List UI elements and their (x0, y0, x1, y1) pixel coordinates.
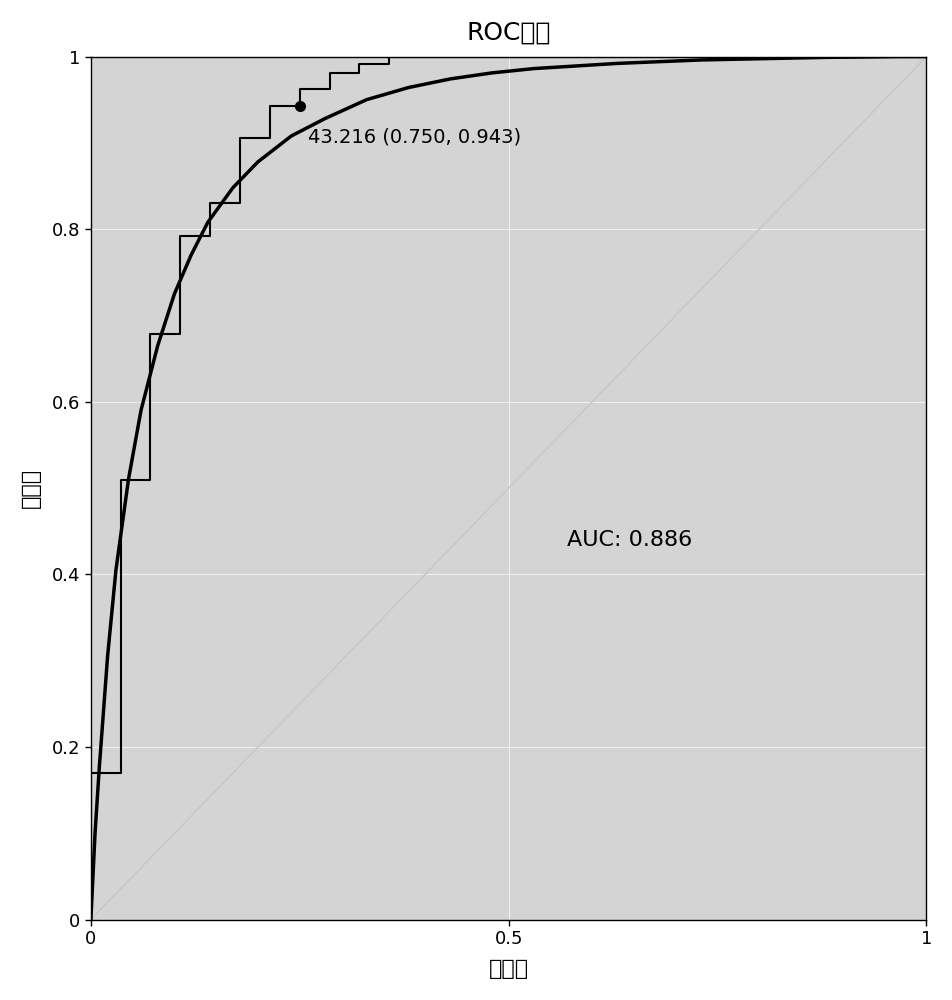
Text: AUC: 0.886: AUC: 0.886 (566, 530, 692, 550)
Text: 43.216 (0.750, 0.943): 43.216 (0.750, 0.943) (307, 127, 521, 146)
Title: ROC曲线: ROC曲线 (466, 21, 550, 45)
X-axis label: 特异性: 特异性 (488, 959, 528, 979)
Y-axis label: 敏感性: 敏感性 (21, 468, 41, 508)
